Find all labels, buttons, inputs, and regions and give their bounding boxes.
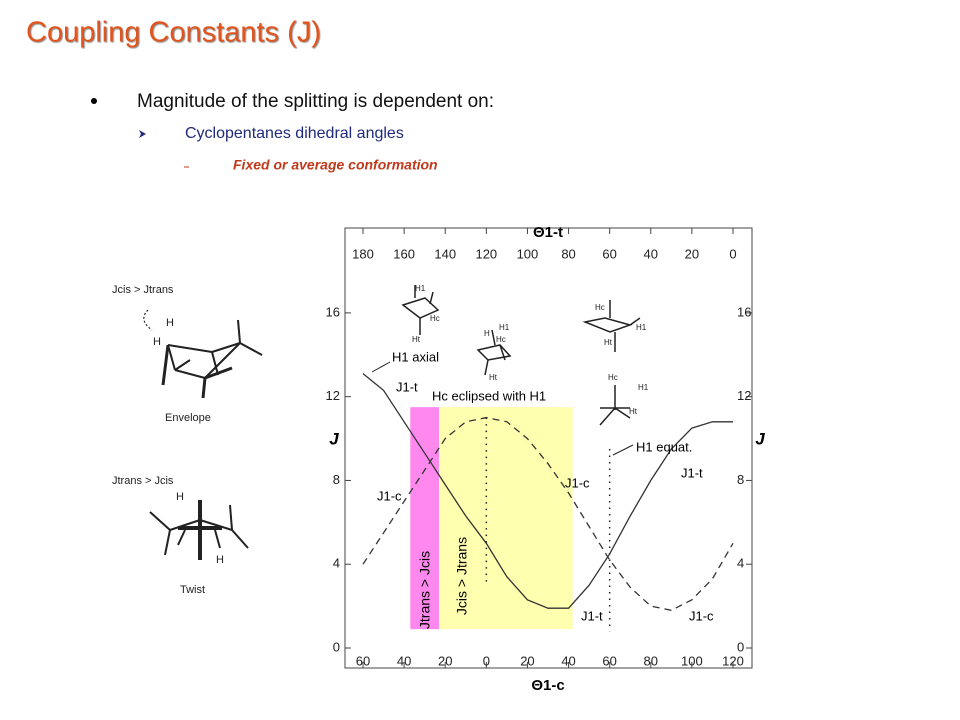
inset-molecule [401,285,440,335]
sub-sub-bullet: Fixed or average conformation [233,157,438,173]
x2-tick-label: 100 [517,246,539,261]
x2-tick-label: 160 [393,246,415,261]
annotation: Hc eclipsed with H1 [432,388,546,403]
annotation: J1-t [581,608,603,623]
inset-label: Ht [629,407,638,416]
inset-label: H1 [638,383,649,392]
envelope-caption: Envelope [165,412,211,424]
annotation: H1 equat. [636,439,692,454]
inset-molecule [599,385,631,426]
inset-molecule [582,300,641,352]
y2-axis-label: J [755,429,765,448]
x-axis-label: Θ1-c [531,677,564,694]
band-label: Jcis > Jtrans [454,537,470,615]
bullet-dot [91,98,97,104]
chart-frame [344,227,753,669]
series-line [362,416,734,611]
x2-tick-label: 140 [434,246,456,261]
twist-drawing [149,500,249,560]
annotation: J1-c [377,488,402,503]
y-tick-label: 8 [333,472,340,487]
inset-label: H1 [636,323,647,332]
inset-label: Ht [489,373,498,382]
sub-bullet: Cyclopentanes dihedral angles [185,125,404,142]
x2-tick-label: 0 [729,246,736,261]
inset-label: Hc [595,303,605,312]
x-tick-label: 40 [561,653,575,668]
atom-label: H [153,336,161,348]
y-tick-label: 16 [326,304,340,319]
annotation-arrow [371,361,391,373]
annotation: H1 axial [392,349,439,364]
y-tick-label: 0 [333,639,340,654]
x-tick-label: 60 [602,653,616,668]
x2-tick-label: 60 [602,246,616,261]
atom-label: H [166,317,174,329]
x-tick-label: 0 [483,653,490,668]
x-tick-label: 60 [356,653,370,668]
y2-tick-label: 16 [737,304,751,319]
x-tick-label: 40 [397,653,411,668]
twist-relation: Jtrans > Jcis [112,475,174,487]
inset-molecule [476,329,512,376]
y2-tick-label: 0 [737,639,744,654]
inset-label: H1 [415,284,426,293]
x-tick-label: 20 [520,653,534,668]
band [439,407,573,630]
inset-label: Hc [430,314,440,323]
annotation-arrow [612,444,634,456]
annotation: J1-c [689,608,714,623]
bullet: Magnitude of the splitting is dependent … [137,91,494,112]
y2-tick-label: 8 [737,472,744,487]
x2-tick-label: 40 [644,246,658,261]
x-tick-label: 120 [722,653,744,668]
annotation: J1-t [396,379,418,394]
x2-tick-label: 120 [475,246,497,261]
x2-tick-label: 20 [685,246,699,261]
band [410,407,440,630]
y-tick-label: 4 [333,556,340,571]
x-tick-label: 20 [438,653,452,668]
y2-tick-label: 4 [737,556,744,571]
bullet-arrow [139,130,146,138]
x2-tick-label: 80 [561,246,575,261]
annotation: J1-c [565,475,590,490]
envelope-drawing [143,309,263,399]
y-tick-label: 12 [326,388,340,403]
annotation: J1-t [681,465,703,480]
band-label: Jtrans > Jcis [417,551,433,629]
atom-label: H [216,554,224,566]
inset-label: Ht [412,335,421,344]
slide-title: Coupling Constants (J) [26,17,321,49]
x2-axis-label: Θ1-t [533,224,563,241]
twist-caption: Twist [180,584,205,596]
envelope-relation: Jcis > Jtrans [112,284,174,296]
series-line [362,373,733,609]
x-tick-label: 100 [681,653,703,668]
atom-label: H [176,491,184,503]
x2-tick-label: 180 [352,246,374,261]
y2-tick-label: 12 [737,388,751,403]
inset-label: Hc [496,335,506,344]
inset-label: H [484,329,490,338]
inset-label: Hc [608,373,618,382]
x-tick-label: 80 [644,653,658,668]
y-axis-label: J [329,429,339,448]
inset-label: H1 [499,323,510,332]
inset-label: Ht [604,338,613,347]
